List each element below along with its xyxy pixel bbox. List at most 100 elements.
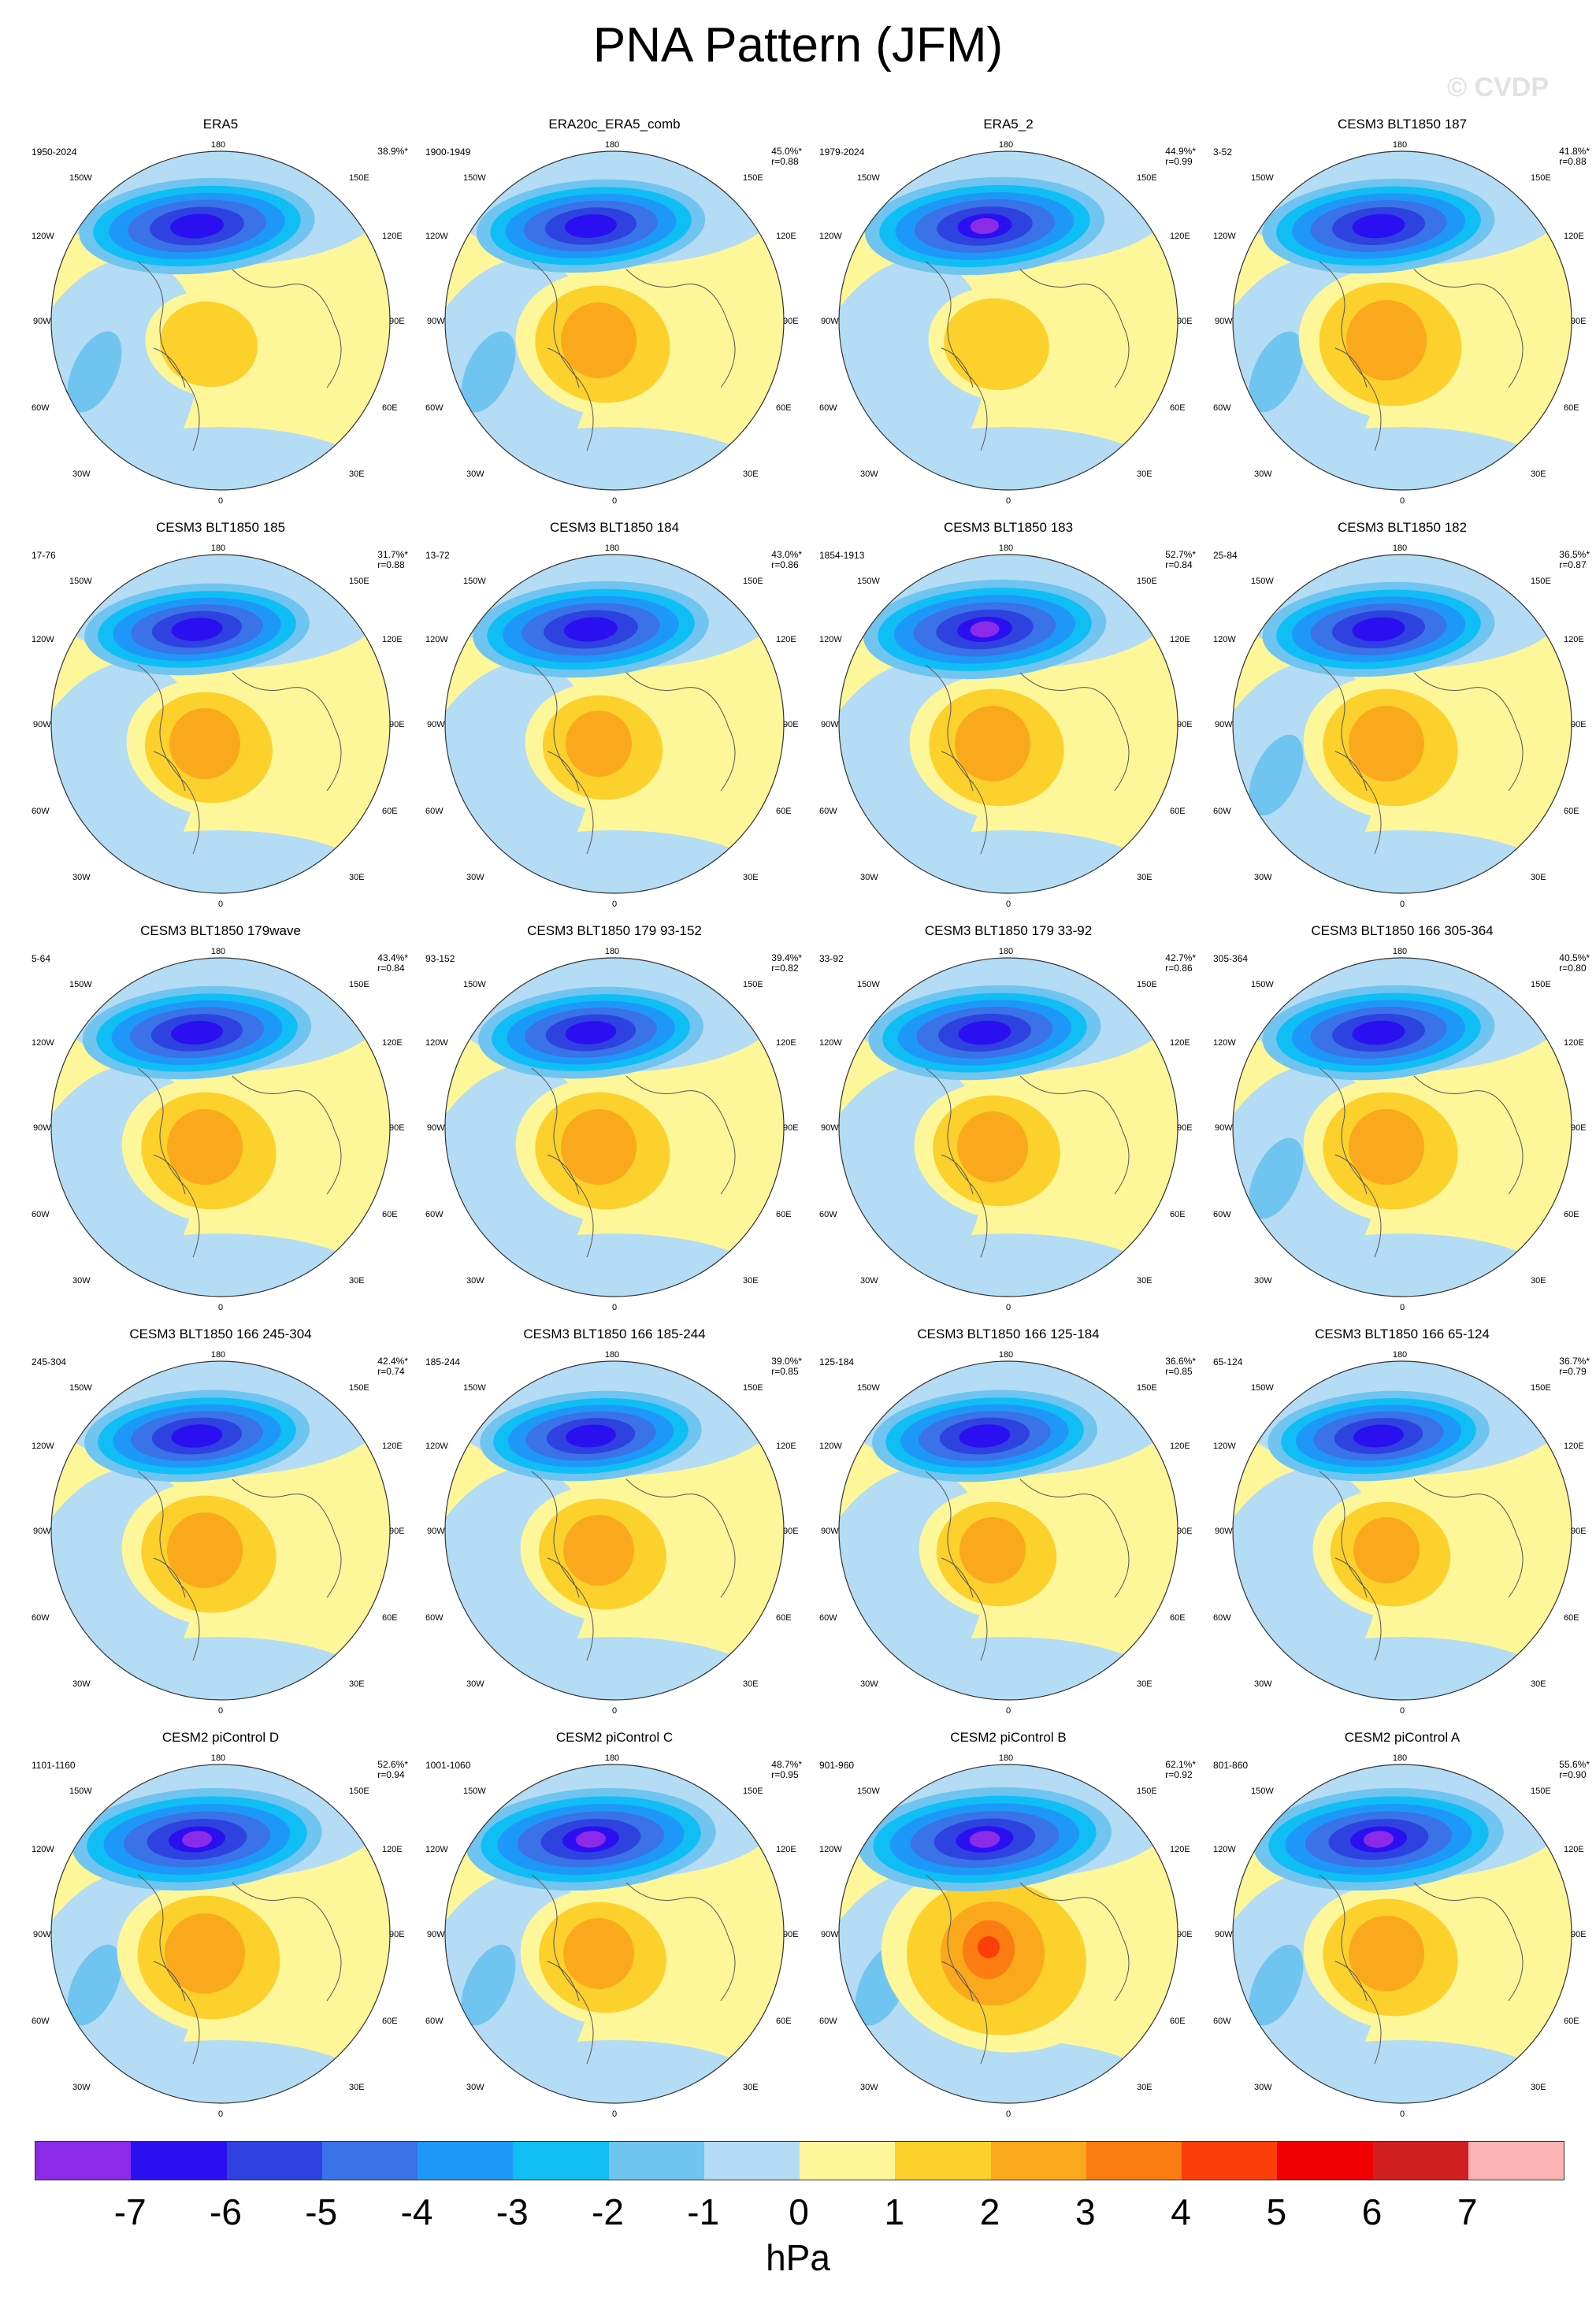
- longitude-label: 0: [611, 900, 618, 909]
- longitude-label: 90W: [821, 1527, 839, 1536]
- longitude-label: 30W: [1254, 1679, 1272, 1689]
- longitude-label: 150E: [743, 173, 763, 183]
- longitude-label: 90W: [427, 1123, 445, 1133]
- longitude-label: 120W: [32, 1038, 54, 1048]
- longitude-label: 0: [1399, 1303, 1405, 1312]
- colorbar-box: [321, 2142, 418, 2180]
- longitude-label: 150E: [1531, 980, 1551, 989]
- longitude-label: 30W: [466, 469, 484, 479]
- longitude-label: 60E: [382, 807, 398, 816]
- map-panel: CESM3 BLT1850 184 13-72 43.0%* r=0.86 180 0 15…: [418, 520, 811, 930]
- panel-stats: 39.0%* r=0.85: [771, 1356, 802, 1377]
- colorbar-box: [1086, 2142, 1182, 2180]
- colorbar-tick-label: -1: [687, 2191, 720, 2232]
- coastline: [1319, 1067, 1524, 1258]
- pattern-correlation: r=0.82: [771, 963, 799, 974]
- pattern-correlation: r=0.86: [1165, 963, 1193, 974]
- explained-variance: 40.5%*: [1559, 952, 1590, 963]
- longitude-label: 90W: [427, 1930, 445, 1939]
- panel-title: CESM3 BLT1850 166 125-184: [917, 1327, 1100, 1341]
- map-boundary: [1232, 1360, 1572, 1701]
- positive-anomaly-contour: [978, 1936, 1000, 1958]
- polar-map: [444, 554, 785, 894]
- longitude-label: 90E: [783, 317, 799, 326]
- panel-title: CESM2 piControl D: [161, 1730, 280, 1745]
- longitude-label: 180: [210, 544, 226, 553]
- panel-stats: 41.8%* r=0.88: [1559, 147, 1590, 167]
- longitude-label: 90W: [33, 1123, 51, 1133]
- longitude-label: 90E: [1177, 720, 1193, 729]
- explained-variance: 36.7%*: [1559, 1356, 1590, 1367]
- longitude-label: 60E: [382, 1613, 398, 1623]
- longitude-label: 120W: [32, 635, 54, 644]
- pacific-low-contour: [969, 1831, 1000, 1848]
- coastline: [531, 1471, 736, 1661]
- colorbar: [35, 2141, 1564, 2180]
- longitude-label: 0: [1005, 900, 1011, 909]
- map-panel: CESM3 BLT1850 166 245-304 245-304 42.4%* r=…: [24, 1327, 418, 1736]
- longitude-label: 0: [1005, 1303, 1011, 1312]
- colorbar-tick-label: -2: [592, 2191, 624, 2232]
- longitude-label: 30W: [466, 1679, 484, 1689]
- longitude-label: 90W: [427, 720, 445, 729]
- longitude-label: 120W: [1213, 1038, 1236, 1048]
- longitude-label: 150E: [1137, 577, 1157, 586]
- colorbar-box: [608, 2142, 704, 2180]
- panel-stats: 36.7%* r=0.79: [1559, 1356, 1590, 1377]
- longitude-label: 150W: [69, 1383, 92, 1393]
- longitude-label: 0: [1399, 900, 1405, 909]
- pattern-correlation: r=0.86: [771, 559, 799, 570]
- explained-variance: 52.7%*: [1165, 549, 1196, 560]
- map-boundary: [1232, 957, 1572, 1297]
- map-panel: CESM2 piControl B 901-960 62.1%* r=0.92 180 0…: [811, 1730, 1205, 2139]
- longitude-label: 90E: [1571, 1123, 1587, 1133]
- explained-variance: 55.6%*: [1559, 1759, 1590, 1770]
- panel-years: 1950-2024: [32, 147, 77, 158]
- positive-anomaly-contour: [1349, 1916, 1424, 1991]
- longitude-label: 90E: [1571, 317, 1587, 326]
- pacific-low-contour: [575, 1831, 607, 1848]
- longitude-label: 90W: [1215, 1930, 1233, 1939]
- panel-stats: 43.0%* r=0.86: [771, 550, 802, 570]
- explained-variance: 42.4%*: [377, 1356, 408, 1367]
- longitude-label: 120W: [1213, 635, 1236, 644]
- longitude-label: 150W: [857, 980, 880, 989]
- longitude-label: 60W: [819, 1613, 837, 1623]
- panel-title: CESM3 BLT1850 185: [155, 520, 286, 535]
- longitude-label: 60W: [32, 2017, 50, 2026]
- negative-anomaly-region: [457, 427, 772, 490]
- colorbar-box: [800, 2142, 896, 2180]
- polar-map: [50, 150, 391, 491]
- map-panel: CESM3 BLT1850 179 33-92 33-92 42.7%* r=0.86…: [811, 923, 1205, 1333]
- longitude-label: 90E: [783, 1527, 799, 1536]
- longitude-label: 150E: [1531, 577, 1551, 586]
- pacific-low-contour: [566, 1424, 616, 1448]
- panel-stats: 48.7%* r=0.95: [771, 1760, 802, 1780]
- pattern-correlation: r=0.80: [1559, 963, 1587, 974]
- longitude-label: 90W: [821, 1123, 839, 1133]
- longitude-label: 150W: [463, 1787, 486, 1796]
- longitude-label: 150W: [1251, 1787, 1274, 1796]
- longitude-label: 90E: [1571, 1527, 1587, 1536]
- longitude-label: 90E: [1177, 317, 1193, 326]
- positive-anomaly-contour: [563, 1918, 634, 1989]
- longitude-label: 30E: [1531, 1276, 1546, 1286]
- positive-anomaly-contour: [561, 1109, 637, 1185]
- colorbar-box: [895, 2142, 991, 2180]
- panel-stats: 38.9%*: [377, 147, 408, 157]
- longitude-label: 60E: [1564, 1210, 1579, 1219]
- positive-anomaly-contour: [1353, 1517, 1420, 1583]
- longitude-label: 30W: [466, 873, 484, 882]
- atlantic-low-contour: [1249, 331, 1304, 413]
- colorbar-tick-label: 5: [1266, 2191, 1287, 2232]
- polar-map: [1232, 957, 1572, 1297]
- panel-years: 13-72: [425, 550, 450, 561]
- negative-anomaly-region: [851, 830, 1166, 893]
- longitude-label: 0: [1005, 1706, 1011, 1716]
- longitude-label: 180: [1392, 140, 1408, 150]
- panel-title: CESM3 BLT1850 179 33-92: [924, 923, 1093, 938]
- longitude-label: 30W: [466, 2083, 484, 2092]
- longitude-label: 60E: [1170, 403, 1186, 413]
- longitude-label: 90W: [33, 317, 51, 326]
- map-boundary: [838, 150, 1178, 491]
